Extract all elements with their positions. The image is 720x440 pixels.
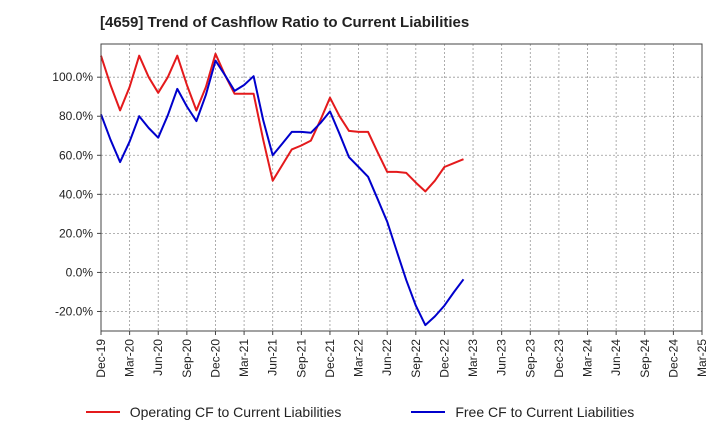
x-tick-label: Mar-25 xyxy=(695,339,709,377)
x-tick-label: Jun-22 xyxy=(380,339,394,376)
x-tick-label: Sep-23 xyxy=(523,339,537,378)
series-layer xyxy=(100,52,465,327)
x-tick-label: Jun-21 xyxy=(266,339,280,376)
x-tick-label: Mar-20 xyxy=(123,339,137,377)
x-tick-label: Sep-22 xyxy=(409,339,423,378)
x-tick-label: Sep-21 xyxy=(294,339,308,378)
legend-label-free-cf: Free CF to Current Liabilities xyxy=(455,404,635,420)
legend-swatch-free-cf xyxy=(411,411,446,413)
x-tick-label: Sep-20 xyxy=(180,339,194,378)
x-tick-label: Dec-22 xyxy=(437,339,451,378)
x-tick-label: Dec-20 xyxy=(208,339,222,378)
legend-label-operating-cf: Operating CF to Current Liabilities xyxy=(129,404,342,420)
y-tick-label: 80.0% xyxy=(59,109,93,123)
x-tick-label: Jun-23 xyxy=(495,339,509,376)
x-tick-label: Mar-22 xyxy=(352,339,366,377)
axis-layer: -20.0% 0.0% 20.0% 40.0% 60.0% 80.0% 100.0% Dec-… xyxy=(52,43,709,378)
legend-swatch-operating-cf xyxy=(85,411,120,413)
y-tick-label: 60.0% xyxy=(59,148,93,162)
x-tick-label: Mar-23 xyxy=(466,339,480,377)
y-tick-label: 100.0% xyxy=(52,70,93,84)
plot-frame xyxy=(100,43,703,332)
x-tick-label: Dec-24 xyxy=(666,339,680,378)
series-line-free-cf xyxy=(100,59,465,327)
grid-layer xyxy=(100,44,703,331)
series-line-operating-cf xyxy=(100,52,464,193)
x-tick-label: Jun-24 xyxy=(609,339,623,376)
legend-item-operating-cf: Operating CF to Current Liabilities xyxy=(85,404,342,420)
chart-title: [4659] Trend of Cashflow Ratio to Curren… xyxy=(100,14,470,31)
y-tick-label: 40.0% xyxy=(59,187,93,201)
legend: Operating CF to Current Liabilities Free… xyxy=(0,404,720,420)
y-tick-label: 0.0% xyxy=(66,265,94,279)
x-tick-label: Mar-21 xyxy=(237,339,251,377)
x-tick-label: Dec-19 xyxy=(94,339,108,378)
x-tick-label: Sep-24 xyxy=(638,339,652,378)
y-tick-label: 20.0% xyxy=(59,226,93,240)
line-chart: -20.0% 0.0% 20.0% 40.0% 60.0% 80.0% 100.0% Dec-… xyxy=(52,43,709,378)
x-tick-label: Dec-23 xyxy=(552,339,566,378)
legend-item-free-cf: Free CF to Current Liabilities xyxy=(411,404,634,420)
x-tick-label: Mar-24 xyxy=(581,339,595,377)
y-tick-label: -20.0% xyxy=(55,304,93,318)
x-tick-label: Dec-21 xyxy=(323,339,337,378)
x-tick-label: Jun-20 xyxy=(151,339,165,376)
